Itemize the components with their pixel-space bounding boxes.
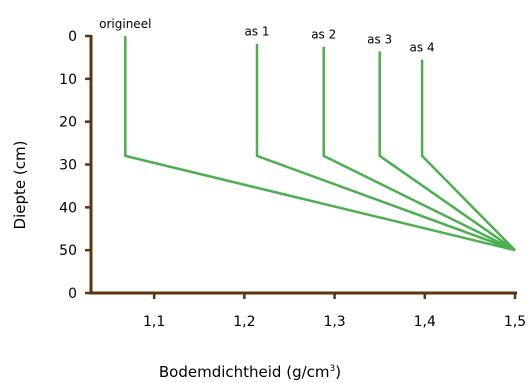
series-label: as 4	[410, 41, 435, 55]
x-tick-label: 1,5	[504, 314, 526, 330]
x-tick-label: 1,1	[143, 314, 165, 330]
y-axis-title: Diepte (cm)	[11, 141, 29, 230]
series-label: as 2	[311, 28, 336, 42]
series-label: as 3	[367, 32, 392, 46]
series-line	[322, 46, 516, 252]
series-labels: origineel as 1 as 2 as 3 as 4	[99, 17, 434, 55]
y-tick-label: 10	[59, 72, 77, 88]
x-axis-title-superscript: 3	[330, 364, 336, 374]
series-line	[378, 51, 516, 252]
x-axis-title-suffix: )	[335, 363, 341, 381]
series-line	[420, 59, 516, 252]
axis-layer	[85, 34, 517, 299]
series-layer	[124, 36, 516, 252]
tick-labels: 0 10 20 30 40 50 0 1,1 1,2 1,3 1,4 1,5	[59, 29, 526, 330]
y-tick-label: 30	[59, 158, 77, 174]
y-tick-label: 40	[59, 200, 77, 216]
x-tick-label: 1,4	[414, 314, 436, 330]
y-tick-label: 20	[59, 115, 77, 131]
x-tick-label: 1,2	[233, 314, 255, 330]
x-axis-title: Bodemdichtheid (g/cm3)	[159, 363, 341, 381]
x-tick-label: 1,3	[323, 314, 345, 330]
x-axis-title-main: Bodemdichtheid (g/cm	[159, 363, 330, 381]
series-label: origineel	[99, 17, 151, 31]
series-line	[124, 36, 516, 252]
series-line	[255, 43, 516, 252]
series-label: as 1	[244, 25, 269, 39]
y-tick-label: 0	[68, 29, 77, 45]
y-tick-label: 50	[59, 243, 77, 259]
y-tick-label: 0	[68, 286, 77, 302]
